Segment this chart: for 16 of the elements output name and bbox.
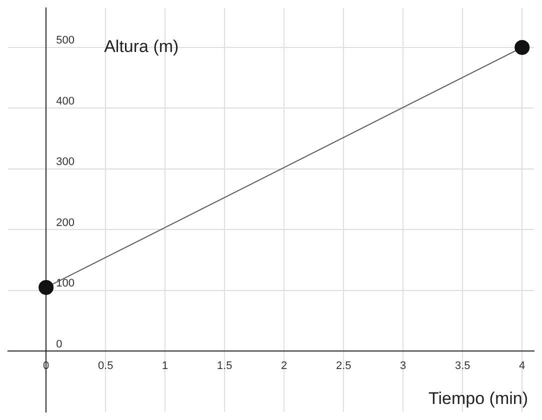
y-tick-label: 100 (56, 278, 74, 290)
x-tick-label: 0.5 (98, 360, 114, 372)
x-axis-title: Tiempo (min) (428, 389, 528, 408)
x-tick-label: 2 (281, 360, 288, 372)
x-tick-label: 1.5 (216, 360, 232, 372)
x-tick-label: 1 (162, 360, 168, 372)
y-tick-label: 400 (56, 95, 74, 108)
x-tick-label: 3 (400, 360, 406, 372)
y-axis-title: Altura (m) (104, 37, 179, 56)
y-tick-label: 500 (56, 34, 74, 47)
y-tick-label: 0 (56, 338, 62, 350)
y-tick-label: 300 (56, 156, 74, 168)
x-tick-label: 2.5 (336, 360, 352, 372)
x-tick-label: 4 (519, 360, 526, 372)
y-tick-label: 200 (56, 216, 74, 229)
x-tick-label: 3.5 (454, 360, 470, 372)
